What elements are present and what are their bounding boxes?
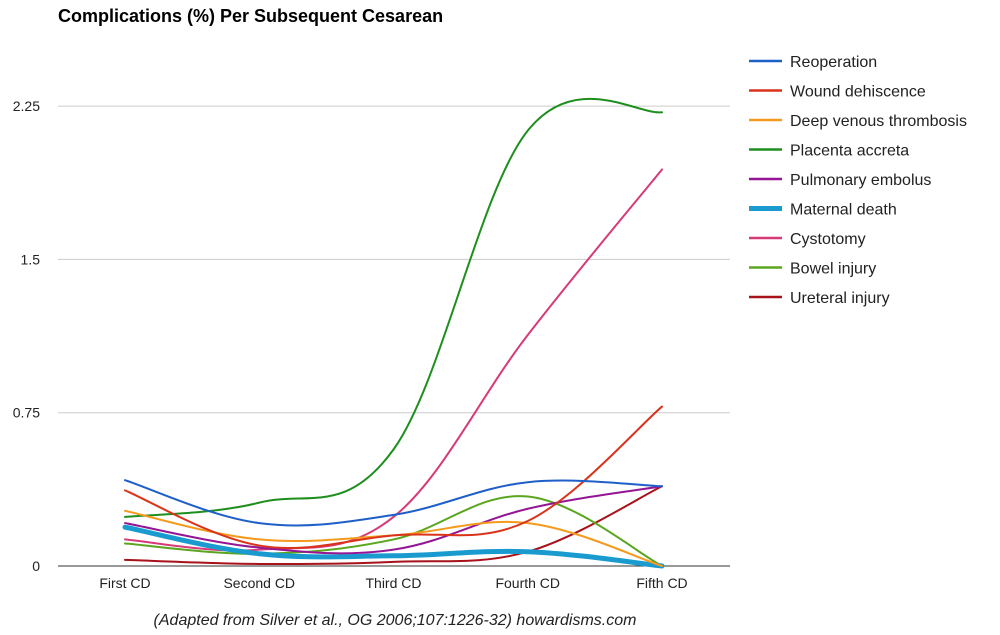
y-tick-label: 0.75 — [13, 405, 40, 421]
series-lines — [122, 97, 665, 569]
chart-footer: (Adapted from Silver et al., OG 2006;107… — [154, 612, 637, 629]
chart-title: Complications (%) Per Subsequent Cesarea… — [58, 6, 443, 26]
series-line-ureteral-injury — [124, 485, 663, 566]
legend-label-wound-dehiscence: Wound dehiscence — [790, 84, 926, 101]
series-line-placenta-accreta — [124, 97, 663, 518]
x-axis-ticks: First CD Second CD Third CD Fourth CD Fifth … — [99, 575, 687, 591]
y-tick-label: 0 — [32, 558, 40, 574]
gridlines — [58, 105, 730, 567]
series-line-wound-dehiscence — [124, 405, 663, 549]
legend-label-cystotomy: Cystotomy — [790, 231, 866, 248]
legend-label-placenta-accreta: Placenta accreta — [790, 143, 909, 160]
series-line-bowel-injury — [124, 495, 663, 567]
series-line-pulmonary-embolus — [124, 485, 663, 555]
y-tick-label: 2.25 — [13, 98, 40, 114]
series-line-reoperation — [124, 479, 663, 527]
legend-label-deep-venous-thrombosis: Deep venous thrombosis — [790, 113, 967, 130]
y-axis-ticks: 0 0.75 1.5 2.25 — [13, 98, 40, 574]
legend-label-maternal-death: Maternal death — [790, 202, 897, 219]
x-tick-label: First CD — [99, 575, 150, 591]
series-line-cystotomy — [124, 168, 663, 552]
legend-label-reoperation: Reoperation — [790, 54, 877, 71]
x-tick-label: Second CD — [223, 575, 295, 591]
legend-label-ureteral-injury: Ureteral injury — [790, 290, 890, 307]
x-tick-label: Third CD — [365, 575, 421, 591]
legend: Reoperation Wound dehiscence Deep venous t… — [749, 54, 967, 307]
series-line-maternal-death — [122, 524, 665, 569]
legend-label-bowel-injury: Bowel injury — [790, 261, 876, 278]
x-tick-label: Fifth CD — [636, 575, 687, 591]
x-tick-label: Fourth CD — [495, 575, 560, 591]
y-tick-label: 1.5 — [21, 251, 41, 267]
legend-label-pulmonary-embolus: Pulmonary embolus — [790, 172, 931, 189]
